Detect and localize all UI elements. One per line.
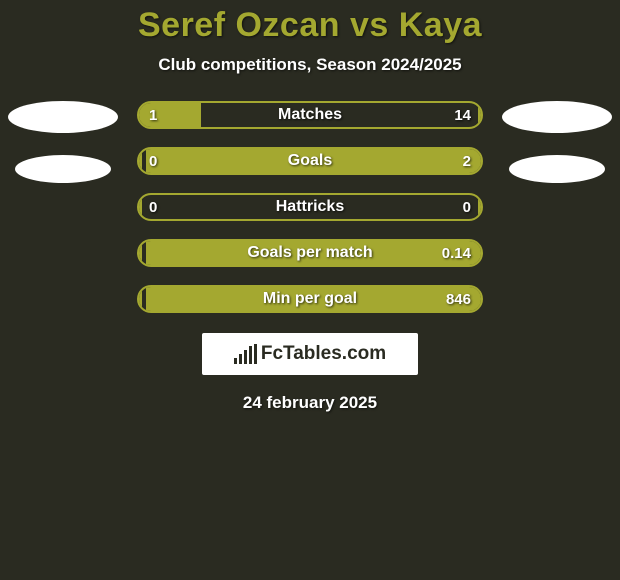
comparison-panel: 1 Matches 14 0 Goals 2 0 Hattricks 0 Goa… [0, 101, 620, 313]
player-left-portraits [3, 101, 123, 183]
page-title: Seref Ozcan vs Kaya [0, 0, 620, 45]
stat-label: Goals per match [139, 241, 481, 265]
stat-bar-matches: 1 Matches 14 [137, 101, 483, 129]
bar-chart-icon [234, 344, 257, 364]
stat-label: Min per goal [139, 287, 481, 311]
stat-bar-min-per-goal: Min per goal 846 [137, 285, 483, 313]
stat-value-right: 846 [446, 287, 471, 311]
player-left-body-placeholder [8, 101, 118, 133]
stat-bar-goals: 0 Goals 2 [137, 147, 483, 175]
stat-value-right: 0.14 [442, 241, 471, 265]
player-left-club-placeholder [15, 155, 111, 183]
player-right-body-placeholder [502, 101, 612, 133]
player-right-portraits [497, 101, 617, 183]
stats-bars: 1 Matches 14 0 Goals 2 0 Hattricks 0 Goa… [137, 101, 483, 313]
branding-badge: FcTables.com [202, 333, 418, 375]
stat-value-right: 14 [454, 103, 471, 127]
stat-label: Goals [139, 149, 481, 173]
stat-label: Matches [139, 103, 481, 127]
stat-label: Hattricks [139, 195, 481, 219]
stat-value-right: 0 [463, 195, 471, 219]
branding-text: FcTables.com [261, 343, 386, 365]
generation-date: 24 february 2025 [0, 393, 620, 413]
page-subtitle: Club competitions, Season 2024/2025 [0, 55, 620, 75]
stat-bar-goals-per-match: Goals per match 0.14 [137, 239, 483, 267]
player-right-club-placeholder [509, 155, 605, 183]
stat-value-right: 2 [463, 149, 471, 173]
stat-bar-hattricks: 0 Hattricks 0 [137, 193, 483, 221]
